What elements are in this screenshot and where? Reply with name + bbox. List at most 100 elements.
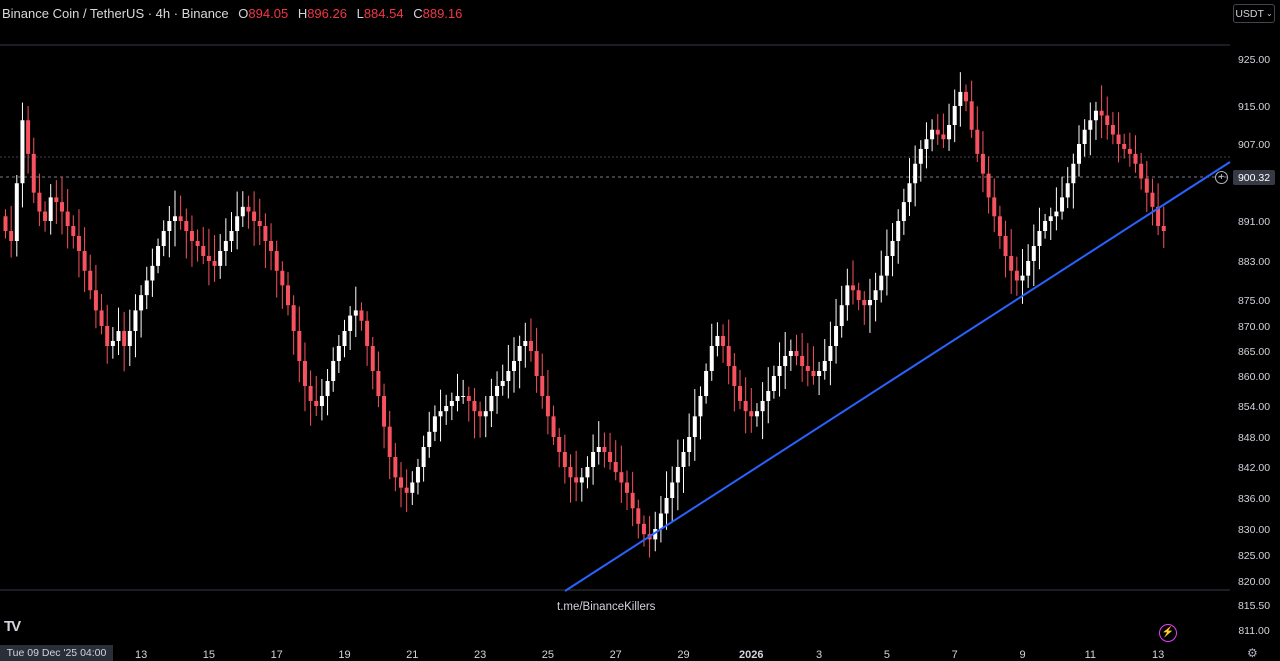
candle-body (399, 477, 403, 488)
price-tick-label: 842.00 (1238, 462, 1270, 474)
candle-body (1003, 236, 1008, 256)
candle-body (952, 106, 957, 125)
candle-body (704, 371, 709, 396)
candle-body (709, 346, 714, 371)
close-label: C (413, 6, 423, 21)
candle-body (3, 216, 8, 231)
candle-body (935, 129, 940, 135)
candle-body (31, 153, 36, 193)
candle-body (602, 447, 607, 452)
candle-body (410, 482, 415, 493)
candle-body (353, 310, 358, 316)
candle-body (738, 386, 742, 401)
candle-body (404, 487, 409, 493)
candle-body (139, 295, 144, 311)
candle-body (455, 396, 460, 401)
candle-body (206, 256, 211, 261)
high-value: 896.26 (307, 6, 347, 21)
candle-body (506, 371, 511, 381)
candle-body (1088, 120, 1093, 130)
candle-body (1122, 144, 1127, 149)
candle-body (625, 482, 629, 493)
candle-body (608, 452, 613, 462)
add-alert-plus-icon[interactable]: + (1215, 171, 1228, 184)
candle-body (687, 437, 692, 452)
candle-body (82, 251, 87, 271)
candle-body (302, 361, 307, 386)
candle-body (263, 226, 268, 241)
currency-unit-button[interactable]: USDT ⌄ (1233, 4, 1275, 23)
candle-body (517, 346, 522, 361)
candle-body (466, 396, 471, 401)
price-axis: 925.00 915.00 907.00 891.00 883.00 875.00 870.… (1238, 54, 1270, 637)
candle-body (681, 452, 686, 467)
candle-body (1014, 270, 1019, 281)
candle-body (370, 346, 375, 371)
candle-body (26, 120, 31, 154)
candle-body (845, 285, 850, 306)
candle-body (1060, 197, 1065, 212)
candle-body (195, 241, 200, 246)
candle-body (754, 411, 759, 417)
candle-body (901, 202, 906, 221)
price-tick-label: 848.00 (1238, 432, 1270, 444)
candle-body (189, 231, 194, 241)
candle-body (726, 346, 731, 366)
candle-body (551, 416, 556, 437)
candle-body (969, 101, 974, 130)
time-tick-label: 3 (816, 649, 822, 661)
candle-body (432, 416, 437, 432)
candle-body (500, 381, 505, 386)
candle-body (947, 125, 952, 140)
candle-body (246, 206, 251, 212)
price-tick-label: 860.00 (1238, 371, 1270, 383)
candle-body (133, 310, 138, 331)
candle-body (201, 246, 206, 256)
candle-body (574, 477, 579, 483)
candle-body (382, 396, 387, 427)
candle-body (924, 139, 929, 149)
candle-body (534, 351, 539, 376)
candle-body (811, 371, 816, 376)
candle-body (280, 270, 285, 286)
candle-body (805, 366, 810, 371)
time-tick-label: 23 (474, 649, 486, 661)
gear-icon[interactable]: ⚙ (1247, 646, 1258, 660)
time-tick-label: 29 (677, 649, 689, 661)
candle-body (918, 148, 923, 164)
candle-body (308, 386, 313, 401)
candle-body (257, 221, 262, 226)
candle-body (862, 300, 867, 306)
price-tick-label: 854.00 (1238, 401, 1270, 413)
candle-body (766, 391, 771, 401)
candle-body (771, 376, 776, 391)
candle-body (562, 452, 567, 467)
candle-body (274, 251, 279, 271)
candle-body (20, 120, 25, 184)
candle-body (788, 351, 793, 356)
price-tick-label: 907.00 (1238, 139, 1270, 151)
open-label: O (238, 6, 249, 21)
time-tick-label: 25 (542, 649, 554, 661)
candle-body (14, 183, 19, 241)
time-tick-label: 5 (884, 649, 890, 661)
candle-body (980, 153, 985, 174)
candle-body (110, 341, 115, 346)
candle-body (178, 216, 183, 221)
candle-body (286, 285, 290, 306)
price-tick-label: 915.00 (1238, 101, 1270, 113)
time-tick-label: 21 (406, 649, 418, 661)
time-tick-label: 17 (271, 649, 283, 661)
candle-body (387, 426, 392, 457)
candle-body (930, 129, 935, 140)
candle-body (167, 221, 172, 231)
time-tick-label: 15 (203, 649, 215, 661)
candle-body (235, 216, 240, 231)
candle-body (9, 231, 14, 241)
candle-body (365, 320, 370, 346)
lightning-icon[interactable]: ⚡ (1159, 624, 1177, 642)
candle-body (1105, 115, 1110, 125)
candle-body (60, 202, 64, 212)
candle-body (670, 482, 675, 498)
